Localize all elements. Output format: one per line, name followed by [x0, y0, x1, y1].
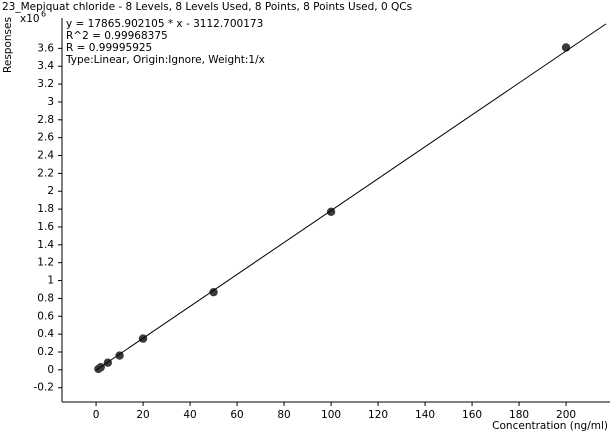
- x-tick-label: 140: [415, 409, 435, 421]
- y-tick-label: 3: [47, 96, 54, 108]
- y-tick-label: 0.4: [37, 328, 54, 340]
- x-tick-label: 160: [462, 409, 482, 421]
- y-tick-label: 1.6: [37, 221, 54, 233]
- x-axis-label: Concentration (ng/ml): [492, 420, 608, 432]
- y-tick-label: 0: [47, 364, 54, 376]
- y-tick-label: 2: [47, 185, 54, 197]
- y-tick-label: 0.2: [37, 346, 54, 358]
- x-tick-label: 200: [556, 409, 576, 421]
- data-point: [209, 287, 218, 297]
- data-point: [115, 351, 124, 360]
- y-tick-label: 2.2: [37, 167, 54, 179]
- y-multiplier: x10: [20, 13, 40, 25]
- x-tick-label: 80: [277, 409, 290, 421]
- x-tick-label: 120: [368, 409, 388, 421]
- x-tick-label: 180: [509, 409, 529, 421]
- y-tick-label: 1.8: [37, 203, 54, 215]
- y-axis-label: Responses: [2, 17, 14, 73]
- y-tick-label: 0.6: [37, 310, 54, 322]
- y-tick-label: 1.4: [37, 239, 54, 251]
- data-point: [561, 43, 571, 52]
- annotation: y = 17865.902105 * x - 3112.700173: [66, 18, 263, 30]
- fit-line: [95, 23, 607, 371]
- y-tick-label: 0.8: [37, 292, 54, 304]
- y-tick-label: 2.4: [37, 150, 54, 162]
- y-tick-label: -0.2: [34, 382, 55, 394]
- annotation: Type:Linear, Origin:Ignore, Weight:1/x: [65, 54, 265, 66]
- y-tick-label: 1.2: [37, 257, 54, 269]
- y-tick-label: 3.2: [37, 78, 54, 90]
- x-tick-label: 100: [321, 409, 341, 421]
- x-tick-label: 0: [93, 409, 100, 421]
- y-tick-label: 2.6: [37, 132, 54, 144]
- x-tick-label: 20: [136, 409, 149, 421]
- y-exponent: 6: [41, 10, 46, 19]
- x-tick-label: 40: [183, 409, 196, 421]
- x-tick-label: 60: [230, 409, 243, 421]
- y-tick-label: 1: [47, 275, 54, 287]
- annotation: R = 0.99995925: [66, 42, 152, 54]
- y-tick-label: 2.8: [37, 114, 54, 126]
- annotation: R^2 = 0.99968375: [66, 30, 168, 42]
- y-tick-label: 3.4: [37, 60, 54, 72]
- y-tick-label: 3.6: [37, 42, 54, 54]
- chart-title: 23_Mepiquat chloride - 8 Levels, 8 Level…: [2, 1, 412, 13]
